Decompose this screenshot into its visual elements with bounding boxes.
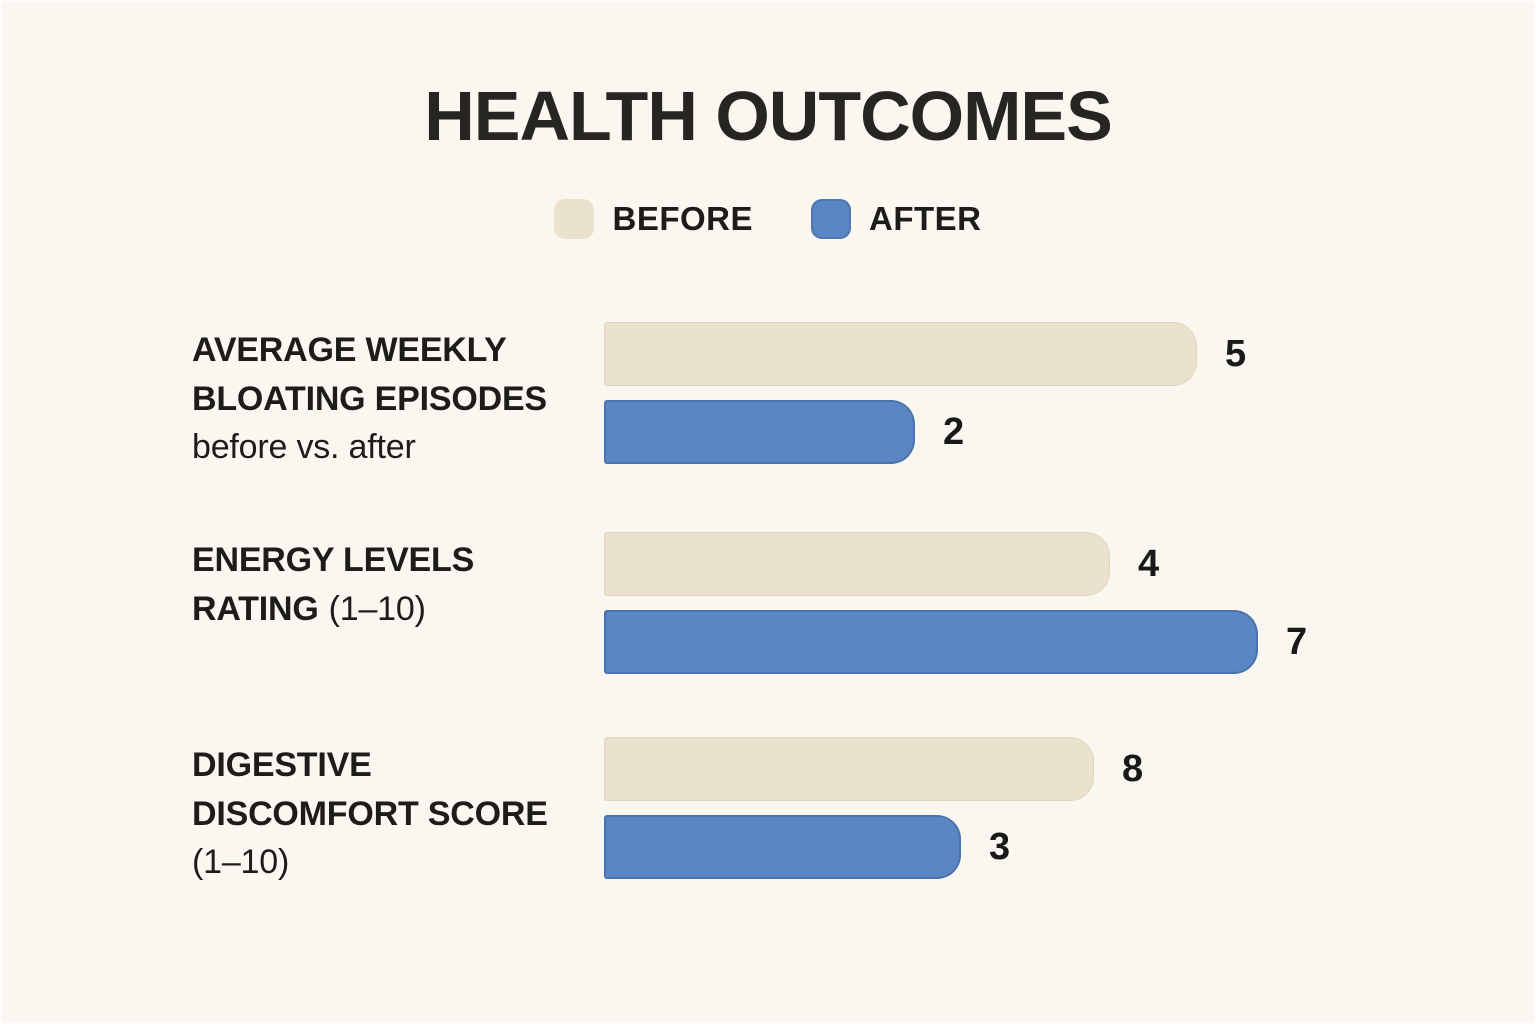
bar-pair: 4 7 <box>604 532 1307 688</box>
legend-swatch-after-icon <box>811 199 851 239</box>
legend: BEFORE AFTER <box>0 199 1536 239</box>
group-label-line: DIGESTIVE <box>192 741 604 790</box>
bar-value-after: 3 <box>989 825 1010 868</box>
group-label-bold: DIGESTIVE <box>192 746 372 784</box>
group-label-bold: ENERGY LEVELS <box>192 541 475 579</box>
group-label-bold: AVERAGE WEEKLY <box>192 331 507 369</box>
chart-group-energy: ENERGY LEVELS RATING (1–10) 4 7 <box>0 532 1536 692</box>
bar-row-before: 8 <box>604 737 1143 801</box>
chart-group-digestive: DIGESTIVE DISCOMFORT SCORE (1–10) 8 3 <box>0 737 1536 897</box>
bar-before <box>604 737 1094 801</box>
group-label-light: before vs. after <box>192 428 416 466</box>
group-label-line: DISCOMFORT SCORE <box>192 790 604 839</box>
group-label-light: (1–10) <box>328 589 426 628</box>
group-label-bold: RATING <box>192 589 319 628</box>
group-label-line: ENERGY LEVELS <box>192 536 604 585</box>
bar-row-before: 5 <box>604 322 1246 386</box>
legend-label-after: AFTER <box>869 200 982 237</box>
group-label: ENERGY LEVELS RATING (1–10) <box>192 536 604 633</box>
bar-before <box>604 532 1110 596</box>
legend-item-after: AFTER <box>811 199 982 239</box>
bar-pair: 5 2 <box>604 322 1246 478</box>
group-label-line: BLOATING EPISODES <box>192 375 604 424</box>
bar-value-before: 4 <box>1138 542 1159 585</box>
bar-after <box>604 610 1258 674</box>
bar-value-after: 2 <box>943 410 964 453</box>
bar-row-after: 2 <box>604 400 1246 464</box>
legend-item-before: BEFORE <box>554 199 753 239</box>
bar-row-after: 3 <box>604 815 1143 879</box>
group-label-bold: DISCOMFORT SCORE <box>192 794 548 833</box>
group-label-line: before vs. after <box>192 423 604 472</box>
bar-value-before: 8 <box>1122 747 1143 790</box>
group-label: DIGESTIVE DISCOMFORT SCORE (1–10) <box>192 741 604 887</box>
legend-label-before: BEFORE <box>612 200 753 237</box>
group-label-line: RATING (1–10) <box>192 585 604 634</box>
bar-value-after: 7 <box>1286 620 1307 663</box>
legend-swatch-before-icon <box>554 199 595 239</box>
group-label-light: (1–10) <box>192 843 290 881</box>
bar-row-before: 4 <box>604 532 1307 596</box>
group-label-line: (1–10) <box>192 838 604 887</box>
group-label: AVERAGE WEEKLY BLOATING EPISODES before … <box>192 326 604 472</box>
chart-title: HEALTH OUTCOMES <box>424 77 1113 155</box>
bar-after <box>604 400 915 464</box>
bar-after <box>604 815 961 879</box>
bar-row-after: 7 <box>604 610 1307 674</box>
bar-before <box>604 322 1197 386</box>
bar-pair: 8 3 <box>604 737 1143 893</box>
chart-group-bloating: AVERAGE WEEKLY BLOATING EPISODES before … <box>0 322 1536 482</box>
group-label-bold: BLOATING EPISODES <box>192 379 547 418</box>
group-label-line: AVERAGE WEEKLY <box>192 326 604 375</box>
bar-value-before: 5 <box>1225 332 1246 375</box>
